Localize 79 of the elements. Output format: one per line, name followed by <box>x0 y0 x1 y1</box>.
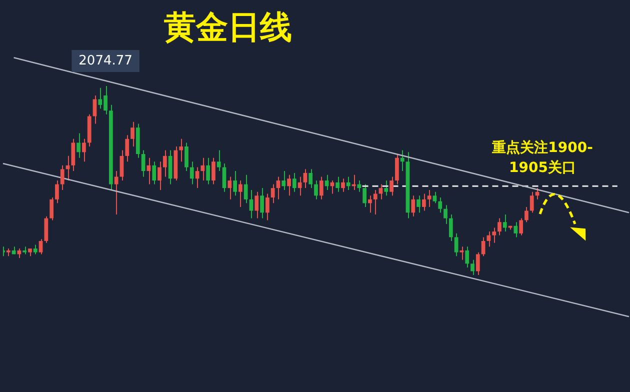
candlestick <box>303 168 308 189</box>
candlestick <box>130 121 134 147</box>
candlestick <box>502 214 507 232</box>
candlestick <box>465 246 470 268</box>
candlestick <box>330 180 334 194</box>
candlestick <box>55 180 59 204</box>
candlestick <box>254 191 259 219</box>
candlestick <box>190 161 194 185</box>
candlestick <box>416 195 420 214</box>
candlestick <box>519 218 524 236</box>
candlestick <box>357 180 362 192</box>
candlestick <box>411 195 416 217</box>
ref-line-label: 重点关注1900-1905关口 <box>491 138 594 178</box>
candlestick <box>200 157 205 181</box>
candlestick <box>362 184 367 208</box>
chart-title: 黄金日线 <box>163 7 293 48</box>
candlestick <box>276 176 280 200</box>
candlestick <box>233 170 237 196</box>
candlestick <box>460 246 464 260</box>
annotation: 2074.77 <box>78 53 132 68</box>
candlestick <box>400 150 404 172</box>
candlestick <box>524 206 528 223</box>
candlestick <box>206 157 210 185</box>
candlestick <box>427 189 432 208</box>
candlestick <box>71 138 76 172</box>
candlestick <box>438 197 442 214</box>
candlestick <box>17 248 22 258</box>
candlestick <box>195 166 200 189</box>
candlestick <box>158 161 162 190</box>
candlestick <box>125 134 130 162</box>
candlestick <box>448 214 453 242</box>
candlestick <box>341 178 345 192</box>
candlestick <box>298 176 302 196</box>
candlestick <box>470 259 474 276</box>
candlestick <box>92 94 97 124</box>
candlestick <box>114 170 118 216</box>
candlestick <box>498 218 502 236</box>
candlestick <box>346 176 350 190</box>
candlestick <box>530 191 534 214</box>
candlestick <box>216 150 221 172</box>
candlestick <box>432 191 437 204</box>
candlestick <box>395 154 399 185</box>
candlestick <box>141 150 146 178</box>
candlestick <box>454 232 458 257</box>
candlestick <box>82 138 86 162</box>
candlestick <box>292 172 296 192</box>
candlestick <box>265 193 270 221</box>
candlestick <box>314 180 318 200</box>
candlestick <box>422 193 426 212</box>
candlestick <box>38 238 43 255</box>
candlestick <box>514 222 518 238</box>
candlestick <box>44 216 48 244</box>
candlestick <box>368 195 372 214</box>
candlestick <box>238 180 242 208</box>
candlestick <box>152 161 156 185</box>
candlestick <box>184 142 188 172</box>
candlestick <box>390 176 394 196</box>
candlestick <box>384 180 388 196</box>
candlestick <box>287 174 291 196</box>
candlestick <box>162 150 167 178</box>
candlestick <box>228 176 232 200</box>
candlestick <box>492 227 496 244</box>
candlestick <box>336 176 340 192</box>
candlestick <box>179 138 184 162</box>
candlestick <box>308 168 313 189</box>
candlestick <box>212 157 216 185</box>
candlestick <box>244 174 248 204</box>
candlestick <box>60 164 64 190</box>
candlestick <box>50 197 54 221</box>
candlestick <box>444 204 448 224</box>
candlestick <box>260 188 264 219</box>
candlestick <box>373 189 378 216</box>
candlestick <box>76 132 80 158</box>
candlestick <box>319 176 324 200</box>
candlestick <box>33 244 38 255</box>
candlestick <box>476 252 480 276</box>
candlestick <box>486 231 491 248</box>
candlestick <box>282 170 286 190</box>
candlestick <box>270 184 275 204</box>
